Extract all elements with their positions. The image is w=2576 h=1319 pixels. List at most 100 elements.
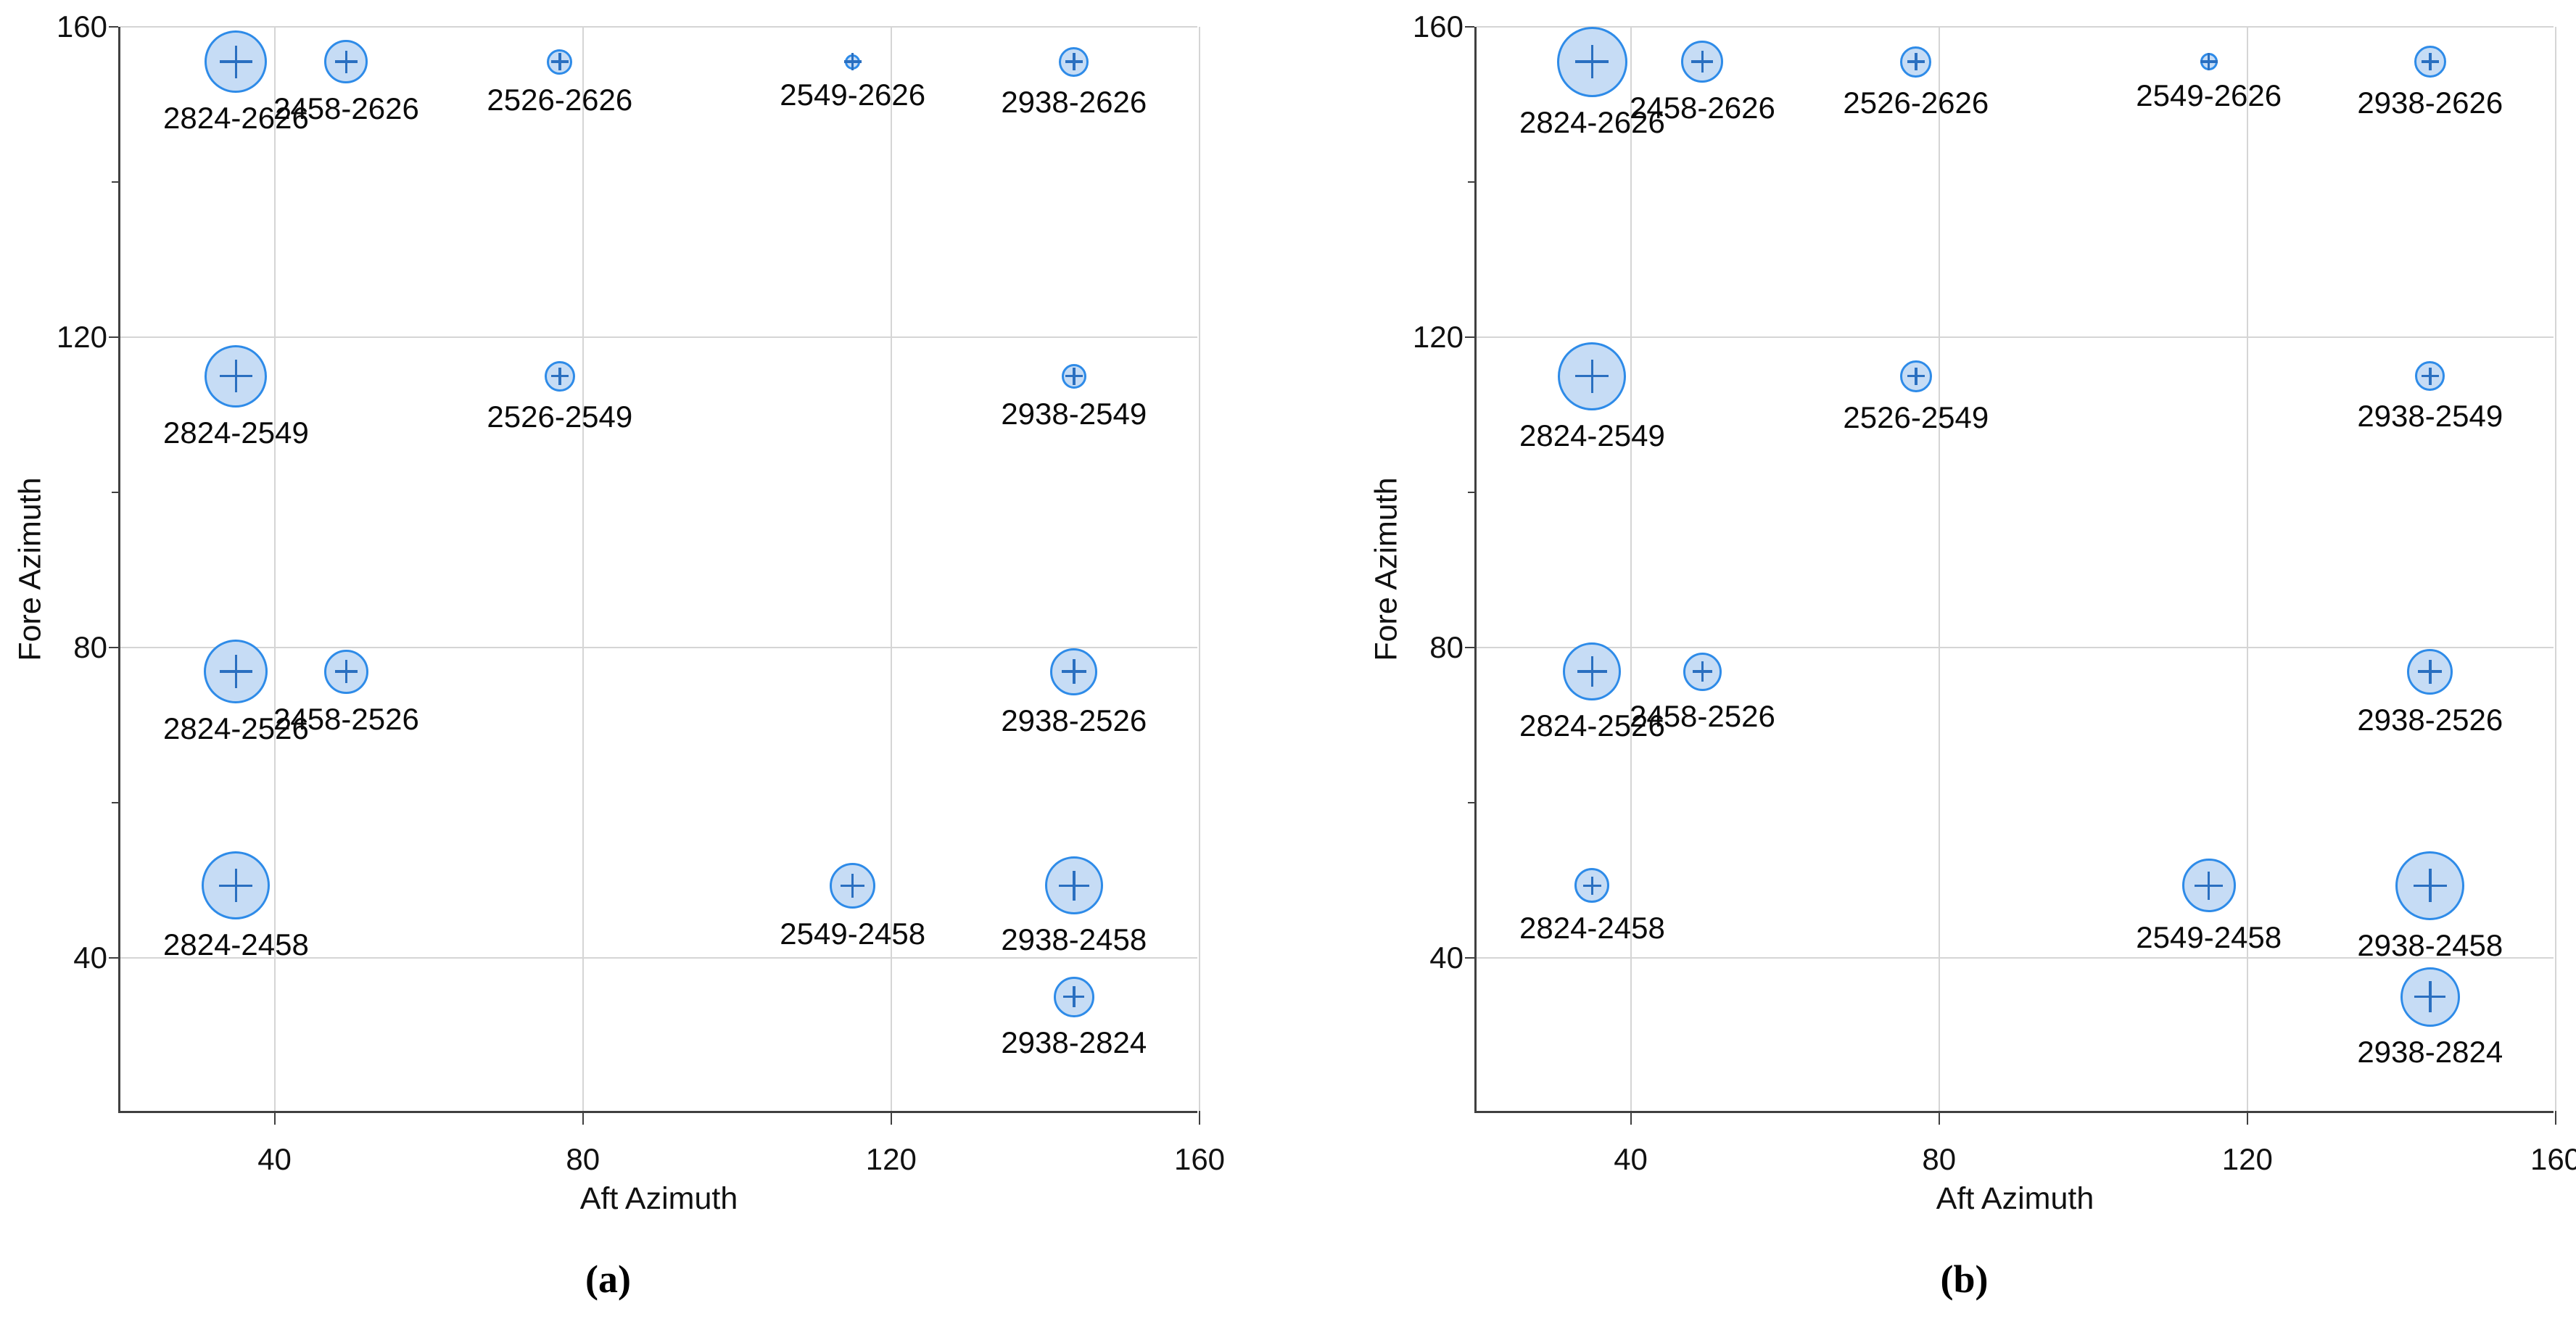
plus-marker-vbar	[2207, 53, 2210, 71]
bubble-2938-2549	[1061, 363, 1086, 389]
x-axis-title: Aft Azimuth	[1936, 1181, 2094, 1216]
x-axis-tick-40	[1630, 1111, 1632, 1125]
y-axis-tick-120	[109, 336, 118, 338]
y-axis-title: Fore Azimuth	[1368, 476, 1404, 661]
plus-marker-vbar	[2429, 981, 2432, 1012]
x-axis-tick-label-40: 40	[257, 1142, 292, 1176]
plus-marker-vbar	[234, 45, 238, 78]
x-axis-tick-label-160: 160	[2530, 1142, 2576, 1176]
x-axis-title: Aft Azimuth	[579, 1181, 738, 1216]
y-axis-minor-tick-100	[112, 492, 118, 493]
bubble-2458-2626	[324, 40, 368, 84]
point-label: 2824-2458	[162, 927, 309, 962]
point-label: 2938-2549	[2357, 399, 2503, 433]
x-axis-tick-label-120: 120	[865, 1142, 917, 1176]
y-axis-tick-label-120: 120	[56, 320, 107, 354]
y-axis-minor-tick-60	[112, 802, 118, 803]
bubble-2526-2626	[1900, 46, 1932, 78]
gridline-y-40	[1477, 957, 2554, 959]
bubble-2824-2458	[1574, 868, 1610, 904]
bubble-2526-2626	[547, 49, 573, 75]
point-label: 2458-2626	[273, 91, 419, 126]
plus-marker-vbar	[1590, 877, 1594, 895]
bubble-2938-2458	[1044, 856, 1103, 915]
y-axis-tick-40	[1465, 957, 1474, 959]
y-axis-tick-label-40: 40	[73, 940, 107, 975]
point-label: 2526-2626	[1843, 85, 1989, 120]
bubble-2526-2549	[544, 360, 575, 392]
gridline-y-120	[1477, 336, 2554, 338]
y-axis-tick-80	[1465, 647, 1474, 648]
bubble-2824-2526	[204, 640, 268, 704]
point-label: 2824-2526	[1519, 708, 1665, 743]
bubble-2458-2526	[323, 649, 368, 694]
y-axis-tick-160	[109, 26, 118, 28]
plus-marker-vbar	[1073, 659, 1076, 685]
y-axis-title: Fore Azimuth	[12, 476, 48, 661]
plus-marker-vbar	[234, 360, 238, 392]
plus-marker-vbar	[1590, 45, 1594, 79]
y-axis-minor-tick-140	[112, 181, 118, 183]
point-label: 2458-2626	[1629, 91, 1775, 125]
bubble-2458-2626	[1681, 41, 1724, 83]
gridline-y-120	[120, 336, 1197, 338]
point-label: 2549-2458	[780, 916, 926, 951]
subplot-caption-a: (a)	[585, 1257, 631, 1301]
point-label: 2526-2626	[487, 82, 633, 117]
point-label: 2549-2626	[2136, 78, 2282, 113]
bubble-2549-2458	[830, 862, 876, 909]
gridline-y-160	[120, 26, 1197, 28]
plus-marker-vbar	[1073, 985, 1076, 1008]
plus-marker-vbar	[344, 660, 348, 684]
plus-marker-vbar	[344, 50, 348, 73]
plus-marker-vbar	[2429, 869, 2432, 903]
point-label: 2938-2824	[2357, 1034, 2503, 1069]
y-axis-tick-120	[1465, 336, 1474, 338]
y-axis-minor-tick-60	[1468, 802, 1474, 803]
bubble-2938-2626	[2414, 46, 2446, 78]
plus-marker-vbar	[1701, 51, 1704, 73]
bubble-2549-2458	[2181, 859, 2236, 913]
bubble-2458-2526	[1683, 652, 1722, 691]
plus-marker-vbar	[1073, 870, 1076, 901]
plus-marker-vbar	[851, 874, 854, 898]
bubble-2938-2824	[1053, 976, 1094, 1017]
plus-marker-vbar	[1073, 367, 1076, 385]
point-label: 2458-2526	[273, 701, 419, 736]
bubble-2938-2526	[2407, 648, 2453, 695]
y-axis-tick-label-160: 160	[1412, 9, 1464, 44]
x-axis-tick-label-120: 120	[2221, 1142, 2273, 1176]
plus-marker-vbar	[1590, 656, 1594, 687]
gridline-y-40	[120, 957, 1197, 959]
plot-panel-b: 40 80 120 160 40 80 120 160 Aft Azimuth Fore Azim…	[1369, 12, 2576, 1299]
gridline-x-80	[1938, 27, 1940, 1111]
bubble-2526-2549	[1899, 360, 1932, 392]
bubble-2938-2549	[2415, 361, 2445, 391]
y-axis-minor-tick-100	[1468, 492, 1474, 493]
bubble-2824-2626	[205, 30, 268, 94]
point-label: 2824-2526	[162, 711, 309, 746]
x-axis-tick-label-40: 40	[1614, 1142, 1648, 1176]
y-axis-tick-160	[1465, 26, 1474, 28]
point-label: 2938-2824	[1001, 1025, 1147, 1059]
x-axis-tick-label-160: 160	[1173, 1142, 1226, 1176]
point-label: 2549-2458	[2136, 920, 2282, 955]
bubble-2824-2458	[202, 851, 271, 920]
bubble-2549-2626	[843, 53, 862, 71]
plus-marker-vbar	[558, 53, 561, 71]
y-axis-minor-tick-140	[1468, 181, 1474, 183]
y-axis-tick-label-80: 80	[73, 630, 107, 664]
bubble-2824-2549	[205, 344, 268, 408]
bubble-2549-2626	[2200, 53, 2218, 71]
point-label: 2938-2626	[1001, 84, 1147, 119]
point-label: 2526-2549	[1843, 400, 1989, 434]
x-axis-tick-40	[273, 1111, 276, 1125]
point-label: 2526-2549	[487, 399, 633, 434]
y-axis-tick-40	[109, 957, 118, 959]
point-label: 2824-2626	[162, 101, 309, 136]
gridline-x-160	[2555, 27, 2556, 1111]
plus-marker-vbar	[234, 655, 238, 689]
gridline-y-80	[1477, 647, 2554, 648]
gridline-x-80	[582, 27, 584, 1111]
